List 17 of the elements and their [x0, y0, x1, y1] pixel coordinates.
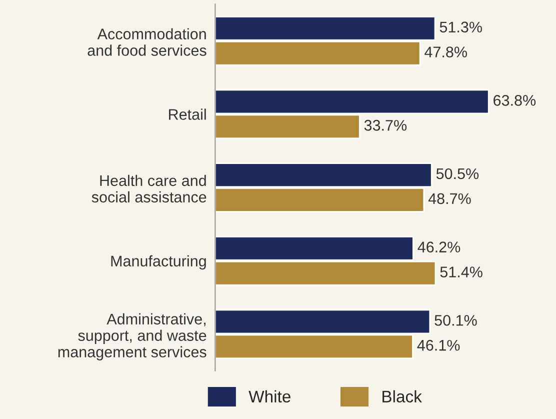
- y-tick-label: Health care and social assistance: [92, 174, 206, 203]
- data-label: 51.4%: [440, 266, 482, 278]
- legend-label: White: [248, 390, 290, 402]
- data-label: 50.1%: [434, 314, 477, 326]
- data-label: 47.8%: [424, 46, 467, 58]
- legend-label: Black: [382, 390, 422, 402]
- data-label: 50.5%: [436, 168, 479, 180]
- data-label: 33.7%: [364, 120, 407, 131]
- data-label: 46.2%: [418, 242, 460, 252]
- data-label: 46.1%: [417, 340, 460, 351]
- y-tick-label: Manufacturing: [111, 255, 206, 270]
- y-tick-label: Retail: [169, 108, 206, 120]
- y-tick-label: Administrative, support, and waste management services: [58, 313, 206, 360]
- data-label: 63.8%: [494, 94, 536, 106]
- data-label: 48.7%: [428, 193, 471, 204]
- y-tick-label: Accommodation and food services: [88, 28, 206, 56]
- data-label: 51.3%: [440, 22, 482, 32]
